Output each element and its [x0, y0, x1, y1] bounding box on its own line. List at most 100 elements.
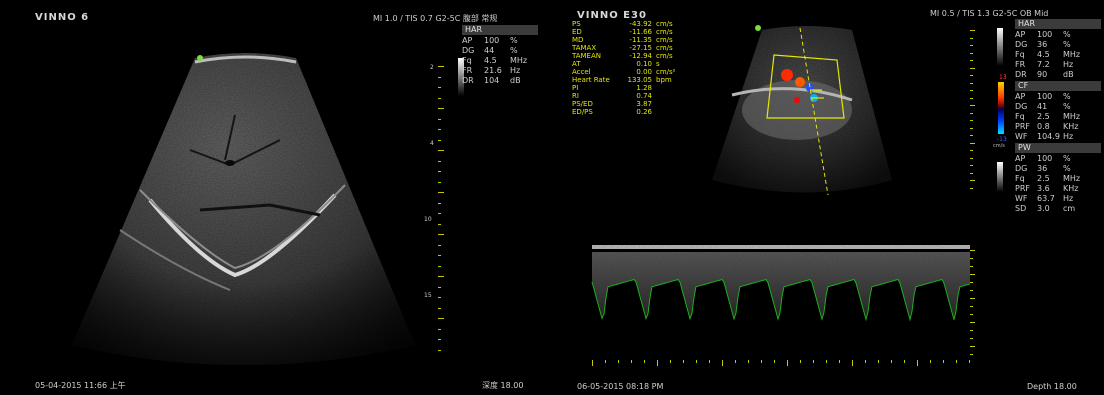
scale-tick — [438, 255, 441, 256]
param-u: KHz — [1063, 184, 1079, 193]
measurement-row: Heart Rate 133.05 bpm — [572, 76, 675, 84]
scale-tick — [970, 52, 973, 54]
measurement-k: TAMEAN — [572, 52, 602, 60]
time-tick — [878, 360, 879, 363]
measurement-row: ED -11.66 cm/s — [572, 28, 675, 36]
param-u: dB — [510, 76, 521, 85]
measurement-v: -11.66 — [629, 28, 652, 36]
time-tick — [696, 360, 697, 363]
param-v: 21.6 — [484, 66, 502, 75]
param-row: PRF 3.6 KHz — [1015, 184, 1101, 194]
measurement-k: ED — [572, 28, 582, 36]
gray-scale-bar — [997, 28, 1003, 66]
measurement-k: PS/ED — [572, 100, 593, 108]
measurement-u: cm/s — [656, 44, 673, 52]
param-k: DG — [462, 46, 475, 55]
param-k: Fq — [1015, 50, 1025, 59]
scale-tick — [970, 60, 973, 61]
scale-tick — [970, 142, 975, 144]
measurement-v: -11.35 — [629, 36, 652, 44]
param-k: PRF — [1015, 184, 1030, 193]
measurement-k: PI — [572, 84, 579, 92]
time-tick — [839, 360, 840, 363]
param-k: FR — [1015, 60, 1026, 69]
scale-tick — [970, 105, 975, 106]
left-params: HAR AP 100% DG 44% Fq 4.5 MHz FR 21.6 Hz DR 104 dB — [462, 24, 538, 86]
scale-tick — [438, 160, 441, 162]
time-tick — [787, 360, 788, 366]
param-v: 104.9 — [1037, 132, 1060, 141]
velocity-tick — [970, 354, 973, 355]
measurement-results: PS -43.92 cm/s ED -11.66 cm/s MD -11.35 cm/s TAMA… — [572, 20, 675, 116]
param-v: 2.5 — [1037, 112, 1050, 121]
param-k: FR — [462, 66, 473, 75]
time-tick — [813, 360, 814, 363]
scale-tick — [970, 82, 973, 84]
color-velocity-bar — [998, 82, 1004, 134]
param-v: 100 — [1037, 30, 1053, 39]
param-v: 36 — [1037, 164, 1048, 173]
time-tick — [917, 360, 918, 366]
param-row: DG 44% — [462, 46, 538, 56]
param-k: Fq — [1015, 112, 1025, 121]
measurement-v: 1.28 — [636, 84, 652, 92]
measurement-row: RI 0.74 — [572, 92, 675, 100]
time-tick — [735, 360, 736, 363]
b-mode-liver-image — [72, 53, 415, 365]
time-tick — [618, 360, 619, 363]
param-row: AP 100% — [462, 36, 538, 46]
param-u: Hz — [1063, 60, 1074, 69]
param-k: WF — [1015, 132, 1028, 141]
scale-tick — [438, 265, 441, 267]
param-row: AP 100% — [1015, 154, 1101, 164]
time-tick — [605, 360, 606, 363]
scale-tick — [438, 213, 441, 214]
color-scale-top: 13 — [999, 74, 1007, 81]
measurement-k: Accel — [572, 68, 591, 76]
pw-gray-bar — [997, 162, 1003, 192]
param-u: % — [510, 46, 518, 55]
param-u: % — [1063, 92, 1071, 101]
velocity-tick — [970, 322, 975, 323]
scale-tick — [438, 76, 441, 78]
measurement-k: Heart Rate — [572, 76, 610, 84]
param-k: DR — [1015, 70, 1027, 79]
param-k: AP — [1015, 92, 1026, 101]
param-u: cm — [1063, 204, 1076, 213]
scale-tick — [970, 120, 973, 121]
measurement-v: -12.94 — [629, 52, 652, 60]
velocity-tick — [970, 250, 975, 251]
param-v: 4.5 — [1037, 50, 1050, 59]
time-tick — [670, 360, 671, 363]
scale-tick — [970, 150, 973, 151]
measurement-k: AT — [572, 60, 581, 68]
time-tick — [761, 360, 762, 363]
param-row: DG 36% — [1015, 164, 1101, 174]
doppler-image — [591, 25, 971, 350]
time-tick — [826, 360, 827, 363]
top-info: MI 0.5 / TIS 1.3 G2-5C OB Mid — [930, 9, 1049, 18]
param-row: Fq 4.5 MHz — [462, 56, 538, 66]
measurement-u: cm/s — [656, 52, 673, 60]
scale-tick — [970, 157, 973, 159]
time-tick — [956, 360, 957, 363]
scale-tick — [438, 286, 441, 288]
scale-tick — [970, 97, 973, 99]
param-v: 36 — [1037, 40, 1048, 49]
velocity-tick — [970, 266, 973, 267]
time-tick — [644, 360, 645, 363]
param-u: Hz — [1063, 132, 1074, 141]
timestamp: 06-05-2015 08:18 PM — [577, 382, 664, 391]
param-v: 2.5 — [1037, 174, 1050, 183]
scale-tick — [970, 67, 975, 69]
brand-logo: VINNO E30 — [577, 10, 647, 21]
measurement-u: s — [656, 60, 660, 68]
scale-tick — [438, 223, 441, 225]
param-u: % — [1063, 30, 1071, 39]
param-k: AP — [462, 36, 473, 45]
param-v: 44 — [484, 46, 495, 55]
param-k: DG — [1015, 102, 1028, 111]
scale-tick — [970, 45, 973, 46]
param-row: WF 63.7 Hz — [1015, 194, 1101, 204]
measurement-v: 0.74 — [636, 92, 652, 100]
